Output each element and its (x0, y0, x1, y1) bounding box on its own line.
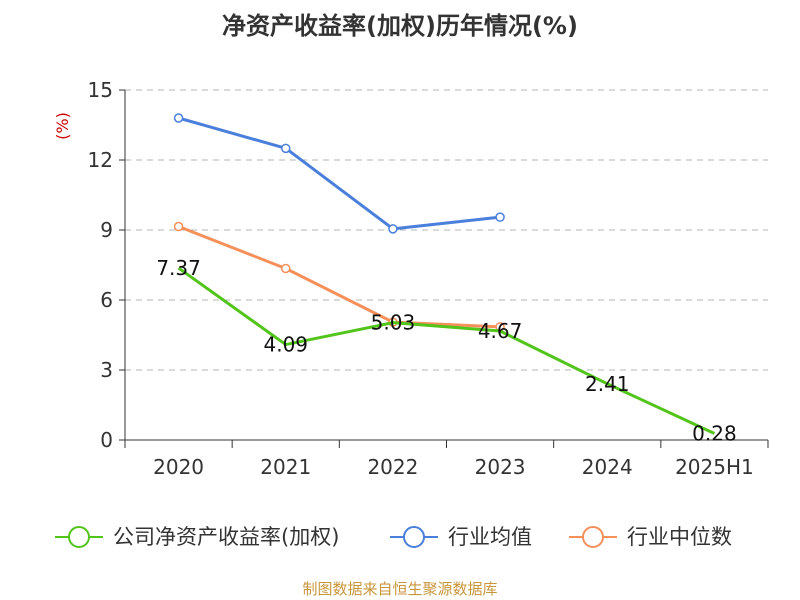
y-tick-label: 3 (100, 358, 113, 382)
legend-swatch-marker (582, 526, 604, 548)
legend-swatch-marker (403, 526, 425, 548)
series-line (177, 266, 716, 435)
data-label: 4.09 (263, 333, 308, 357)
source-note: 制图数据来自恒生聚源数据库 (302, 580, 497, 598)
series-lines (173, 113, 716, 435)
x-tick-label: 2022 (367, 455, 418, 479)
grid (125, 89, 768, 371)
data-point (495, 212, 505, 222)
y-tick-label: 9 (100, 218, 113, 242)
y-tick-label: 6 (100, 288, 113, 312)
data-point (281, 143, 291, 154)
data-label: 0.28 (692, 421, 737, 445)
legend: 公司净资产收益率(加权) 行业均值 行业中位数 (55, 525, 732, 549)
data-label: 4.67 (478, 319, 523, 343)
axes: 0 3 6 9 12 15 2020 2021 2022 2023 2024 2025H1 (88, 78, 769, 479)
y-axis-label: (%) (53, 112, 72, 140)
data-label: 7.37 (156, 256, 201, 280)
legend-label: 公司净资产收益率(加权) (113, 525, 339, 549)
data-label: 2.41 (585, 372, 630, 396)
series-line (178, 225, 501, 329)
chart-title: 净资产收益率(加权)历年情况(%) (222, 12, 578, 40)
x-tick-label: 2020 (153, 455, 204, 479)
legend-swatch-marker (68, 526, 90, 548)
data-label: 5.03 (371, 311, 416, 335)
series-line (178, 116, 501, 231)
x-tick-label: 2024 (582, 455, 633, 479)
data-labels: 7.37 4.09 5.03 4.67 2.41 0.28 (156, 256, 736, 445)
y-tick-label: 0 (100, 428, 113, 452)
data-point (281, 263, 291, 274)
x-tick-label: 2021 (260, 455, 311, 479)
legend-label: 行业中位数 (627, 525, 732, 549)
x-tick-label: 2025H1 (675, 455, 754, 479)
data-point (388, 224, 398, 234)
legend-label: 行业均值 (448, 525, 532, 549)
y-tick-label: 12 (88, 148, 113, 172)
y-tick-label: 15 (88, 78, 113, 102)
x-tick-label: 2023 (475, 455, 526, 479)
data-point (173, 113, 184, 123)
data-point (173, 221, 184, 232)
